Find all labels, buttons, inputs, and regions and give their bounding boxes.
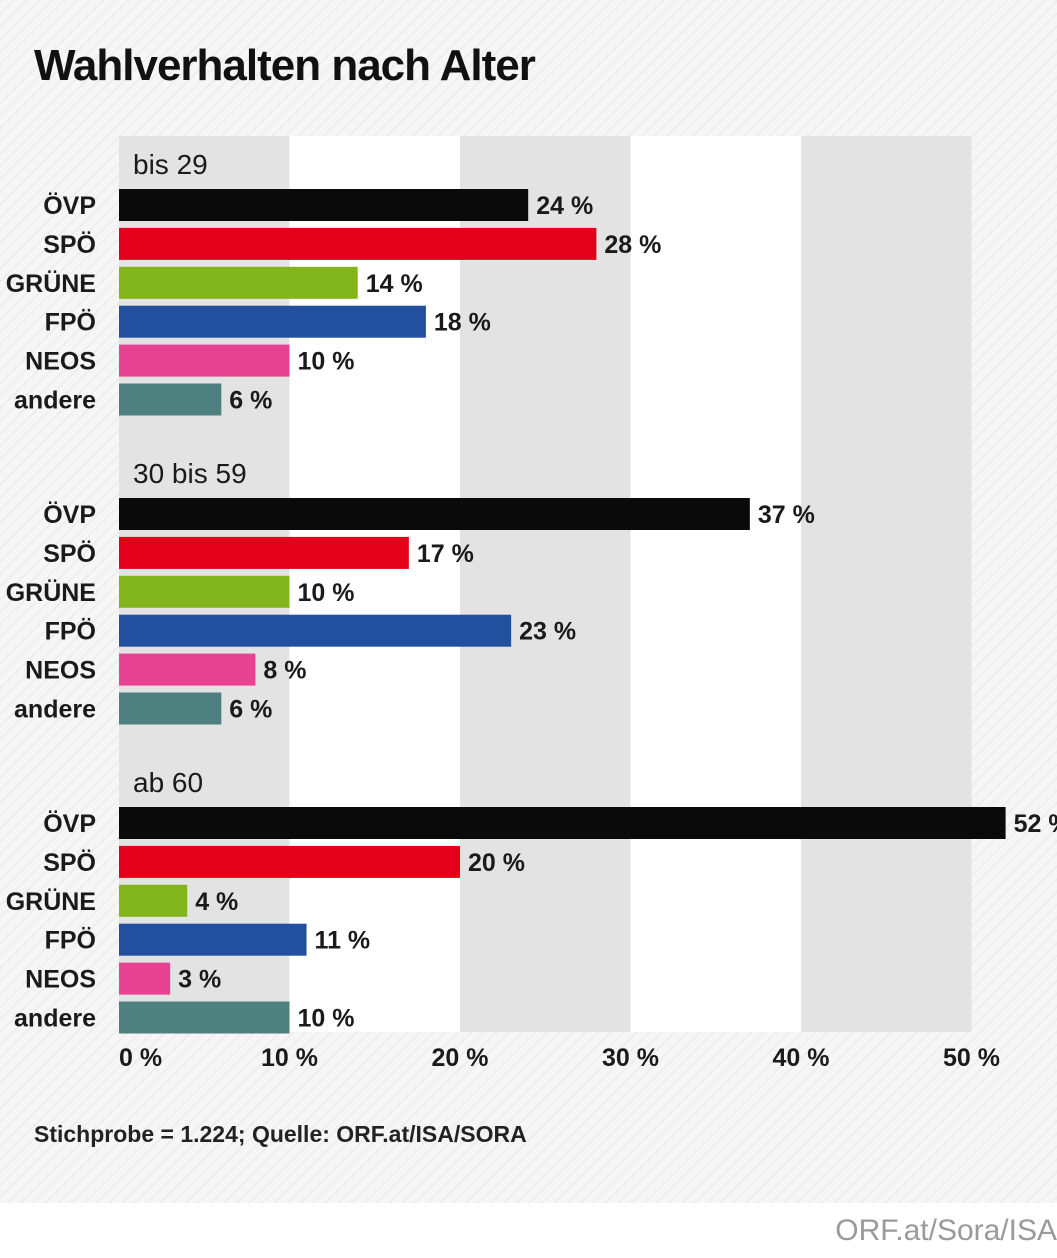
category-label: GRÜNE: [6, 887, 96, 916]
category-label: GRÜNE: [6, 269, 96, 298]
image-credit: ORF.at/Sora/ISA: [835, 1214, 1057, 1247]
category-label: NEOS: [25, 657, 96, 685]
data-label: 24 %: [536, 192, 593, 220]
bar: [119, 923, 307, 956]
group-label: bis 29: [133, 149, 208, 180]
x-tick-label: 0 %: [119, 1044, 162, 1072]
source-note: Stichprobe = 1.224; Quelle: ORF.at/ISA/S…: [34, 1121, 527, 1147]
bar: [119, 344, 290, 377]
category-label: andere: [14, 1005, 96, 1033]
category-label: ÖVP: [43, 500, 96, 529]
grid-band: [460, 136, 631, 1032]
bar: [119, 227, 597, 260]
group-label: ab 60: [133, 767, 203, 798]
category-label: SPÖ: [43, 230, 96, 259]
category-label: SPÖ: [43, 539, 96, 568]
data-label: 10 %: [298, 348, 355, 376]
data-label: 20 %: [468, 849, 525, 877]
bar: [119, 884, 188, 917]
bar: [119, 266, 358, 299]
data-label: 10 %: [298, 1005, 355, 1033]
grid-band: [630, 136, 801, 1032]
group-label: 30 bis 59: [133, 458, 247, 489]
category-label: ÖVP: [43, 809, 96, 838]
bar: [119, 692, 222, 725]
bar: [119, 536, 409, 569]
data-label: 6 %: [229, 696, 272, 724]
data-label: 52 %: [1014, 810, 1057, 838]
category-label: andere: [14, 387, 96, 415]
bar: [119, 189, 529, 221]
bar: [119, 807, 1006, 839]
data-label: 17 %: [417, 540, 474, 568]
category-label: FPÖ: [45, 926, 96, 955]
data-label: 11 %: [315, 927, 371, 955]
bar: [119, 498, 750, 530]
data-label: 14 %: [366, 270, 423, 298]
data-label: 10 %: [298, 579, 355, 607]
x-tick-label: 20 %: [432, 1044, 489, 1072]
category-label: ÖVP: [43, 191, 96, 220]
bar: [119, 575, 290, 608]
category-label: NEOS: [25, 348, 96, 376]
bar: [119, 653, 256, 686]
category-label: FPÖ: [45, 617, 96, 646]
data-label: 18 %: [434, 309, 491, 337]
data-label: 4 %: [195, 888, 238, 916]
bar: [119, 962, 171, 995]
grid-band: [801, 136, 972, 1032]
data-label: 23 %: [519, 618, 576, 646]
x-tick-label: 50 %: [943, 1044, 1000, 1072]
bar: [119, 845, 460, 878]
data-label: 28 %: [604, 231, 661, 259]
data-label: 37 %: [758, 501, 815, 529]
chart: bis 29 ÖVP 24 % SPÖ 28 % GRÜNE 14 % FPÖ 18 % NEOS…: [6, 136, 1057, 1072]
category-label: GRÜNE: [6, 578, 96, 607]
bar: [119, 614, 512, 647]
x-tick-label: 40 %: [773, 1044, 830, 1072]
bar: [119, 383, 222, 416]
category-label: FPÖ: [45, 308, 96, 337]
x-tick-label: 30 %: [602, 1044, 659, 1072]
x-tick-label: 10 %: [261, 1044, 318, 1072]
category-label: NEOS: [25, 966, 96, 994]
data-label: 3 %: [178, 966, 221, 994]
data-label: 6 %: [229, 387, 272, 415]
category-label: SPÖ: [43, 848, 96, 877]
data-label: 8 %: [263, 657, 306, 685]
bar: [119, 1001, 290, 1034]
bar: [119, 305, 426, 338]
chart-title: Wahlverhalten nach Alter: [34, 41, 536, 90]
category-label: andere: [14, 696, 96, 724]
